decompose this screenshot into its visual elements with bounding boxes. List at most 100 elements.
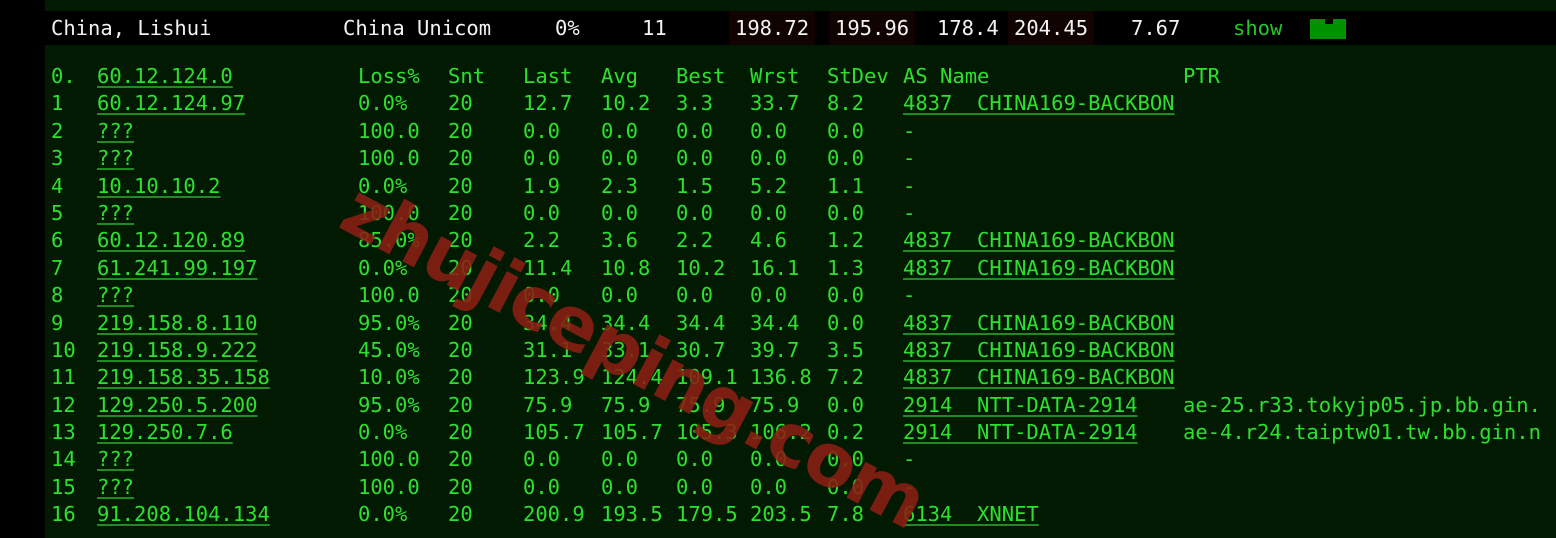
table-row: 15??? 100.0 20 0.0 0.0 0.0 0.0 0.0 - (45, 474, 1556, 501)
hop-worst: 106.2 (750, 420, 812, 445)
hop-best: 0.0 (676, 283, 714, 308)
hop-avg: 0.0 (601, 118, 639, 143)
hop-index: 2 (51, 118, 64, 143)
hop-stdev: 1.1 (827, 173, 865, 198)
hop-index: 14 (51, 447, 76, 472)
hop-host[interactable]: 10.10.10.2 (97, 173, 221, 198)
hop-host[interactable]: ??? (97, 146, 135, 171)
hop-asname[interactable]: 4837 CHINA169-BACKBON (903, 337, 1175, 362)
hop-host[interactable]: 91.208.104.134 (97, 502, 270, 527)
hop-best: 75.9 (676, 392, 726, 417)
hop-best: 0.0 (676, 447, 714, 472)
hop-loss: 95.0% (358, 392, 420, 417)
hop-index: 15 (51, 474, 76, 499)
hop-last: 31.1 (523, 337, 573, 362)
hop-avg: 75.9 (601, 392, 651, 417)
hop-asname[interactable]: 4837 CHINA169-BACKBON (903, 91, 1175, 116)
hop-snt: 20 (448, 255, 473, 280)
header-worst: Wrst (750, 64, 800, 88)
hop-worst: 75.9 (750, 392, 800, 417)
hop-host[interactable]: 219.158.9.222 (97, 337, 258, 362)
hop-asname[interactable]: 2914 NTT-DATA-2914 (903, 392, 1138, 417)
hop-host[interactable]: ??? (97, 118, 135, 143)
hop-asname[interactable]: 4837 CHINA169-BACKBON (903, 228, 1175, 253)
hop-host[interactable]: 129.250.7.6 (97, 420, 233, 445)
header-ptr: PTR (1183, 64, 1221, 88)
hop-last: 0.0 (523, 447, 561, 472)
hop-index: 5 (51, 200, 64, 225)
hop-host[interactable]: 60.12.124.97 (97, 91, 246, 116)
hop-last: 0.0 (523, 474, 561, 499)
hop-avg: 3.6 (601, 228, 639, 253)
hop-avg: 0.0 (601, 447, 639, 472)
hop-avg: 0.0 (601, 200, 639, 225)
table-row: 1 60.12.124.97 0.0% 20 12.7 10.2 3.3 33.7 8.2 483… (45, 90, 1556, 117)
hop-stdev: 0.0 (827, 310, 865, 335)
hop-index: 11 (51, 365, 76, 390)
hop-stdev: 0.0 (827, 447, 865, 472)
hop-snt: 20 (448, 91, 473, 116)
hop-loss: 0.0% (358, 91, 408, 116)
hop-host[interactable]: 129.250.5.200 (97, 392, 258, 417)
hop-snt: 20 (448, 420, 473, 445)
hop-stdev: 1.3 (827, 255, 865, 280)
hop-snt: 20 (448, 447, 473, 472)
hop-avg: 105.7 (601, 420, 663, 445)
hop-index: 13 (51, 420, 76, 445)
hop-stdev: 1.2 (827, 228, 865, 253)
hop-best: 1.5 (676, 173, 714, 198)
hop-snt: 20 (448, 365, 473, 390)
hop-stdev: 0.0 (827, 118, 865, 143)
summary-stdev: 7.67 (1131, 16, 1181, 40)
hop-snt: 20 (448, 310, 473, 335)
green-bar-notch (1325, 19, 1333, 24)
hop-host[interactable]: 60.12.120.89 (97, 228, 246, 253)
hop-best: 0.0 (676, 200, 714, 225)
table-row: 7 61.241.99.197 0.0% 20 11.4 10.8 10.2 16.1 1.3 4… (45, 255, 1556, 282)
summary-header-row: China, Lishui China Unicom 0% 11 198.72 … (45, 11, 1556, 45)
hop-host[interactable]: ??? (97, 200, 135, 225)
hop-asname[interactable]: 4837 CHINA169-BACKBON (903, 310, 1175, 335)
hop-last: 200.9 (523, 502, 585, 527)
hop-loss: 100.0 (358, 447, 420, 472)
hop-stdev: 0.0 (827, 392, 865, 417)
hop-host[interactable]: 61.241.99.197 (97, 255, 258, 280)
hop-index: 16 (51, 502, 76, 527)
hop-last: 0.0 (523, 200, 561, 225)
show-link[interactable]: show (1233, 16, 1283, 40)
hop-worst: 39.7 (750, 337, 800, 362)
hop-stdev: 0.0 (827, 283, 865, 308)
hop-loss: 0.0% (358, 502, 408, 527)
hop-snt: 20 (448, 502, 473, 527)
hop-best: 0.0 (676, 118, 714, 143)
hop-loss: 45.0% (358, 337, 420, 362)
left-gutter (0, 0, 45, 538)
hop-asname[interactable]: 6134 XNNET (903, 502, 1039, 527)
hop-host[interactable]: 219.158.35.158 (97, 365, 270, 390)
hop-host[interactable]: ??? (97, 474, 135, 499)
hop-host[interactable]: 219.158.8.110 (97, 310, 258, 335)
header-asname: AS Name (903, 64, 990, 88)
table-row: 13 129.250.7.6 0.0% 20 105.7 105.7 105.3 106.2 0… (45, 419, 1556, 446)
hop-asname[interactable]: 4837 CHINA169-BACKBON (903, 365, 1175, 390)
hop-ptr: ae-25.r33.tokyjp05.jp.bb.gin. (1183, 392, 1541, 417)
green-bar-icon (1310, 19, 1346, 39)
hop-worst: 0.0 (750, 283, 788, 308)
traceroute-table: 0. 60.12.124.0 Loss% Snt Last Avg Best W… (45, 63, 1556, 529)
hop-host[interactable]: ??? (97, 283, 135, 308)
header-host[interactable]: 60.12.124.0 (97, 64, 233, 88)
hop-asname: - (903, 118, 916, 143)
hop-best: 3.3 (676, 91, 714, 116)
hop-loss: 10.0% (358, 365, 420, 390)
hop-asname[interactable]: 2914 NTT-DATA-2914 (903, 420, 1138, 445)
hop-stdev: 7.8 (827, 502, 865, 527)
hop-host[interactable]: ??? (97, 447, 135, 472)
summary-isp: China Unicom (343, 16, 492, 40)
table-row: 4 10.10.10.2 0.0% 20 1.9 2.3 1.5 5.2 1.1 - (45, 173, 1556, 200)
header-stdev: StDev (827, 64, 889, 88)
hop-worst: 203.5 (750, 502, 812, 527)
hop-asname: - (903, 474, 916, 499)
hop-stdev: 0.0 (827, 474, 865, 499)
hop-snt: 20 (448, 228, 473, 253)
hop-asname[interactable]: 4837 CHINA169-BACKBON (903, 255, 1175, 280)
